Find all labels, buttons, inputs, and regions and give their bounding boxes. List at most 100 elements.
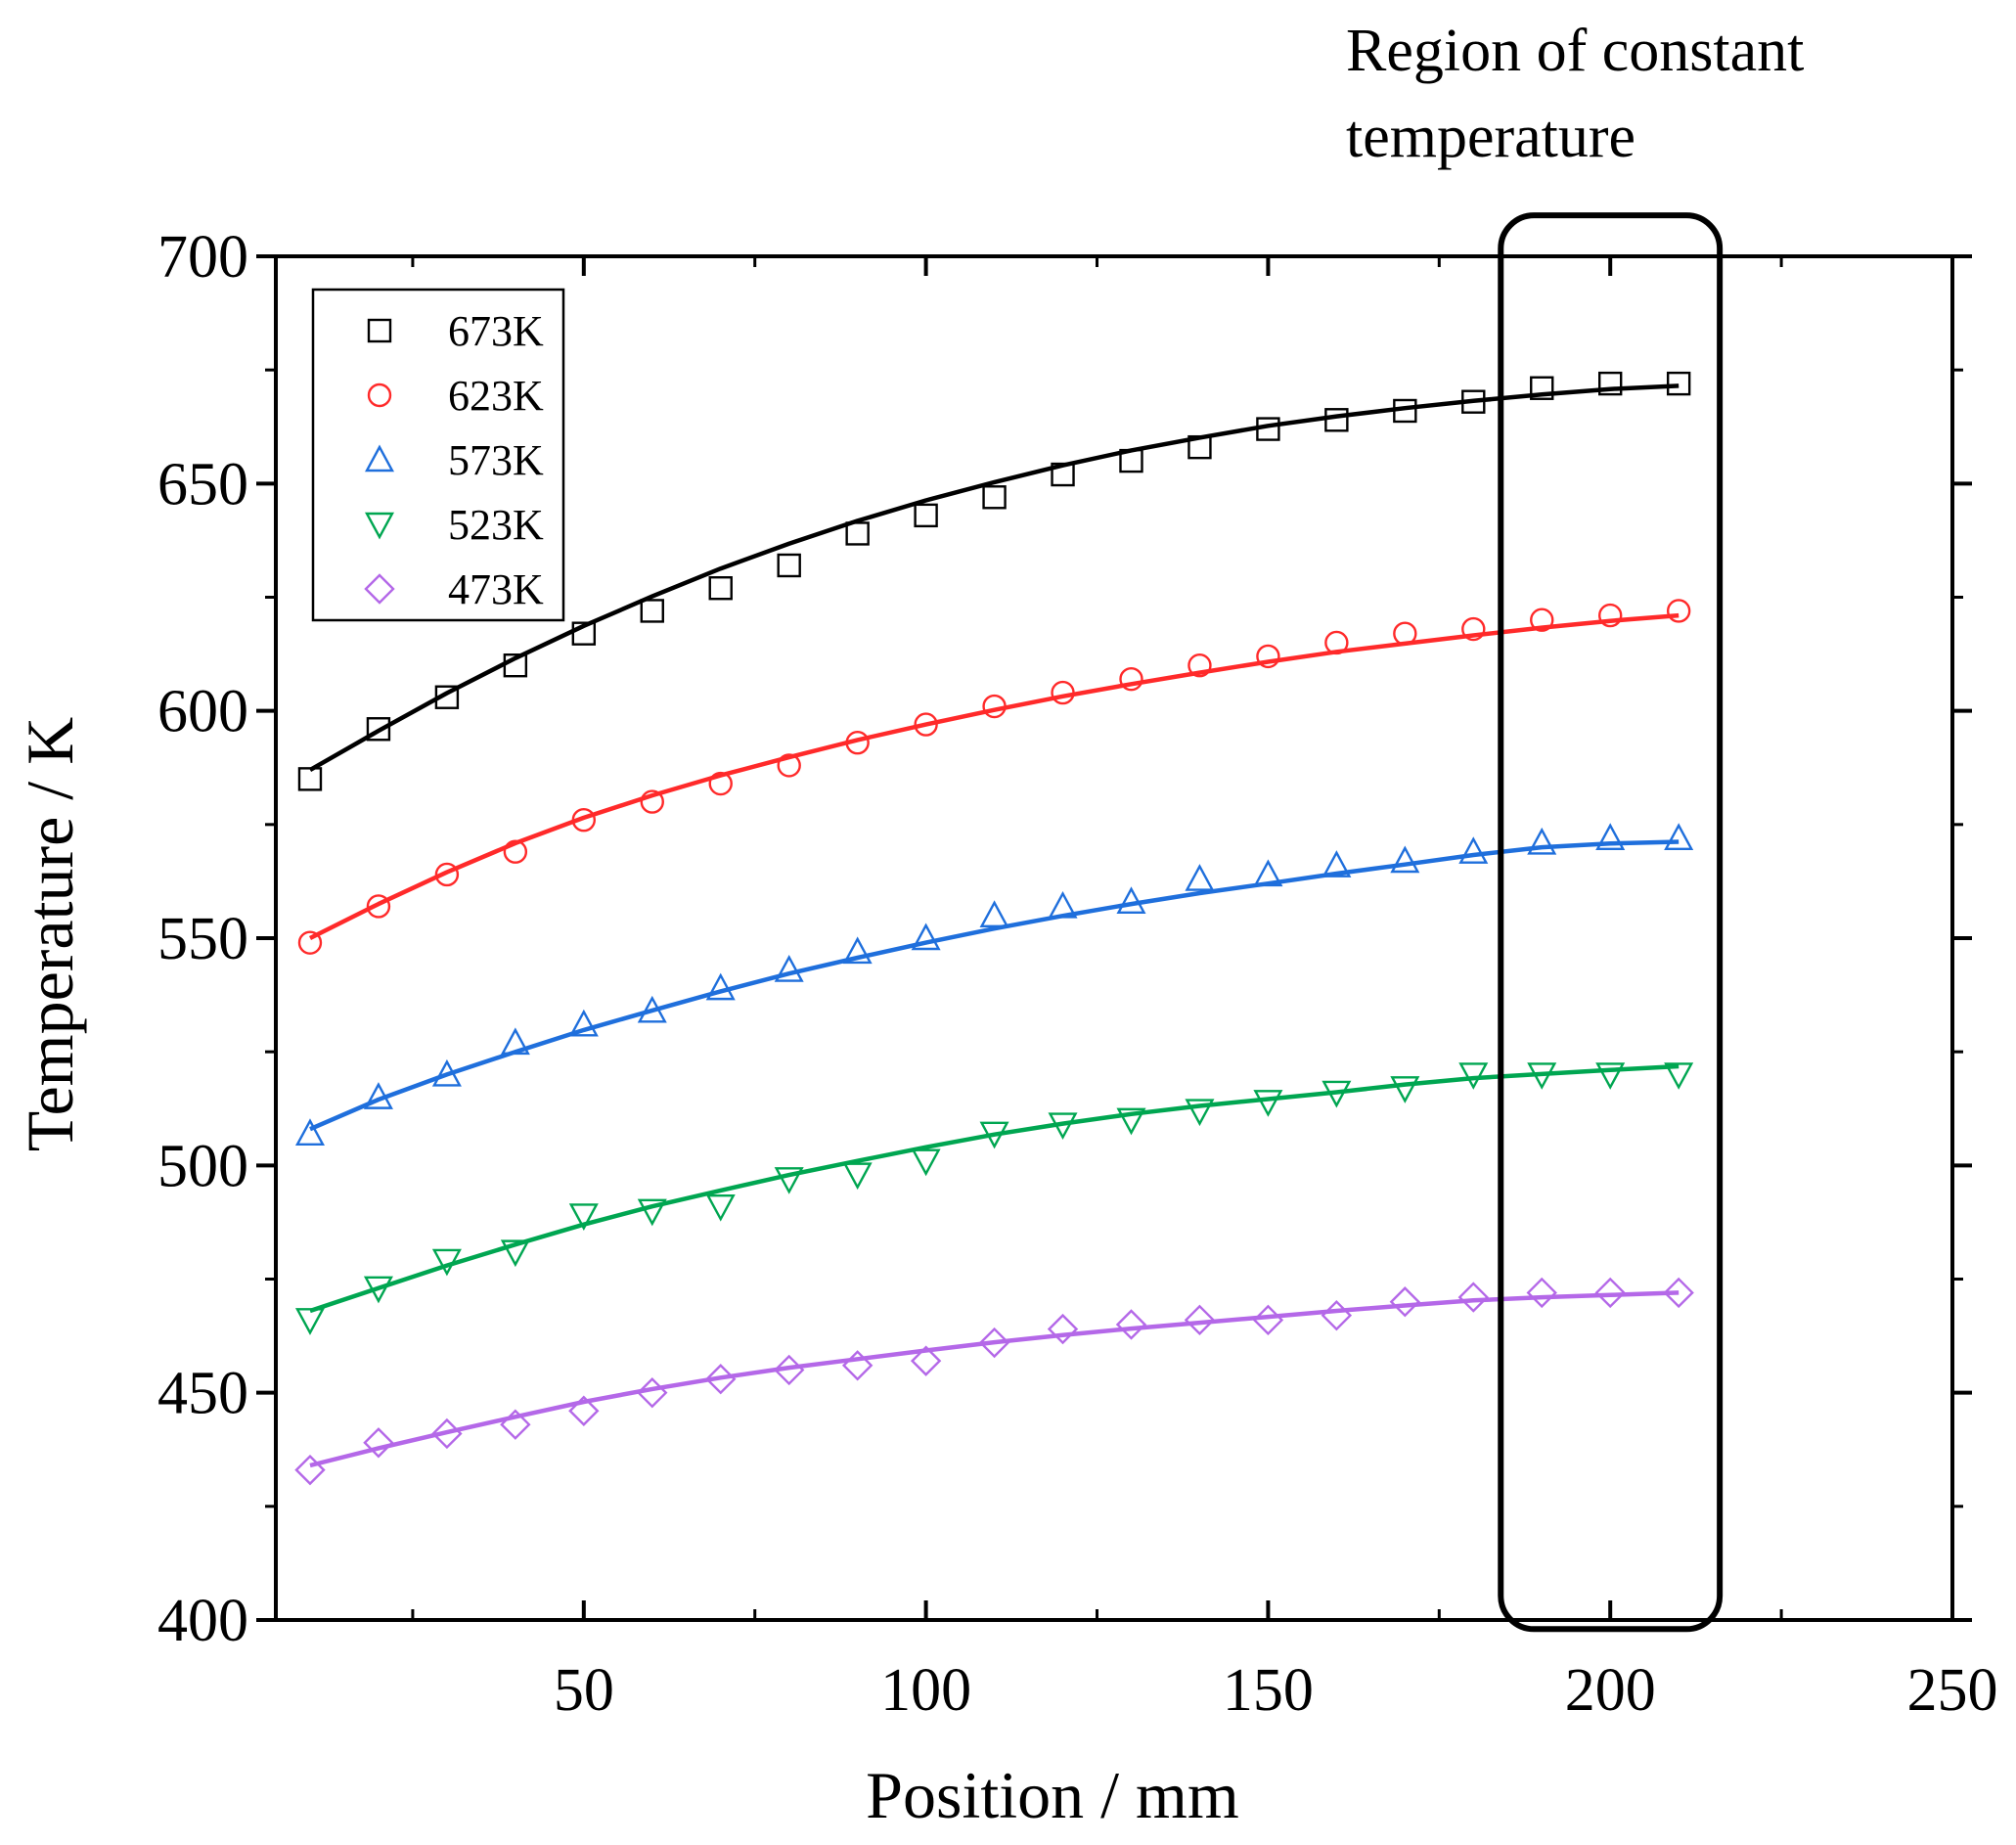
data-point-573k <box>842 936 873 965</box>
data-point-623k <box>777 753 801 778</box>
data-point-573k <box>1390 845 1420 874</box>
data-point-623k <box>1666 599 1691 623</box>
legend-label: 523K <box>448 501 544 549</box>
data-point-623k <box>1324 630 1349 655</box>
data-point-573k <box>1048 890 1078 919</box>
data-point-473k <box>1389 1286 1421 1318</box>
data-point-673k <box>777 553 801 578</box>
data-point-523k <box>363 1276 393 1304</box>
data-point-523k <box>1664 1062 1694 1090</box>
data-point-473k <box>363 1427 394 1459</box>
legend-marker <box>367 318 392 343</box>
data-point-473k <box>500 1409 531 1440</box>
data-point-673k <box>571 621 597 646</box>
data-point-573k <box>911 922 941 951</box>
data-point-473k <box>1663 1277 1694 1309</box>
x-axis-title: Position / mm <box>866 1758 1239 1832</box>
data-point-523k <box>979 1121 1009 1149</box>
y-tick-label: 400 <box>157 1588 248 1654</box>
x-tick-label: 100 <box>880 1657 971 1724</box>
data-point-473k <box>1115 1309 1147 1340</box>
fit-line-523k <box>309 1063 1680 1314</box>
data-point-523k <box>1185 1099 1215 1127</box>
data-point-673k <box>1461 389 1486 414</box>
fit-line-623k <box>308 612 1680 941</box>
data-point-523k <box>1116 1107 1146 1136</box>
data-point-673k <box>1256 417 1280 441</box>
data-point-623k <box>1598 603 1623 628</box>
data-point-673k <box>1598 371 1623 396</box>
data-point-623k <box>982 694 1007 719</box>
data-point-623k <box>1051 680 1075 705</box>
legend-label: 623K <box>448 372 544 420</box>
data-point-473k <box>1252 1304 1284 1336</box>
data-point-473k <box>910 1345 942 1376</box>
legend-marker <box>364 444 395 472</box>
data-point-673k <box>1324 408 1349 432</box>
data-point-573k <box>1458 836 1489 864</box>
data-point-623k <box>1119 666 1143 692</box>
data-point-623k <box>1461 616 1486 642</box>
data-point-523k <box>1048 1112 1078 1141</box>
data-point-673k <box>1530 376 1554 400</box>
y-tick-label: 700 <box>157 224 248 291</box>
data-point-473k <box>637 1376 668 1409</box>
data-point-623k <box>434 862 460 887</box>
data-point-573k <box>363 1082 393 1109</box>
y-tick-label: 500 <box>157 1133 248 1199</box>
data-point-573k <box>568 1009 599 1037</box>
data-point-573k <box>979 900 1009 927</box>
data-point-473k <box>773 1354 805 1386</box>
constant-temperature-annotation-line: Region of constant <box>1346 18 1804 84</box>
data-point-673k <box>982 485 1007 510</box>
data-point-473k <box>431 1418 463 1450</box>
data-point-523k <box>1595 1062 1626 1090</box>
data-point-523k <box>1390 1076 1420 1103</box>
data-point-573k <box>1527 827 1557 855</box>
data-point-673k <box>1051 462 1075 487</box>
data-point-573k <box>1185 864 1215 891</box>
data-point-673k <box>366 717 391 742</box>
y-tick-label: 550 <box>157 906 248 972</box>
data-point-523k <box>911 1148 941 1177</box>
data-point-573k <box>1595 823 1626 850</box>
legend-label: 473K <box>448 565 544 613</box>
data-point-673k <box>1393 398 1417 424</box>
constant-temperature-region-box <box>1498 212 1724 1633</box>
data-point-573k <box>500 1027 530 1056</box>
y-axis-title: Temperature / K <box>13 717 87 1152</box>
data-point-473k <box>841 1350 874 1381</box>
y-tick-label: 650 <box>157 451 248 518</box>
data-point-523k <box>1527 1062 1557 1090</box>
data-point-673k <box>1119 448 1143 473</box>
data-point-623k <box>708 771 733 796</box>
x-tick-label: 250 <box>1907 1657 1998 1724</box>
data-point-623k <box>1530 608 1554 632</box>
data-point-473k <box>568 1395 600 1426</box>
data-point-473k <box>978 1327 1010 1359</box>
data-point-673k <box>297 767 323 791</box>
data-point-473k <box>1047 1313 1079 1345</box>
data-point-623k <box>1187 653 1212 678</box>
y-tick-label: 450 <box>157 1361 248 1427</box>
x-tick-label: 50 <box>554 1657 614 1724</box>
data-point-673k <box>1666 371 1691 396</box>
data-point-473k <box>1184 1304 1216 1336</box>
data-point-673k <box>1187 434 1212 460</box>
fit-line-473k <box>309 1290 1680 1468</box>
legend-marker <box>367 382 392 408</box>
data-point-573k <box>1322 850 1352 878</box>
data-point-573k <box>637 995 667 1023</box>
y-tick-label: 600 <box>157 679 248 745</box>
data-point-673k <box>640 599 664 623</box>
data-point-623k <box>1256 644 1280 669</box>
data-point-623k <box>571 807 597 832</box>
data-point-623k <box>914 712 938 737</box>
data-point-623k <box>845 730 870 755</box>
data-point-523k <box>637 1198 667 1227</box>
legend-label: 673K <box>448 307 544 355</box>
fit-line-573k <box>309 839 1680 1132</box>
data-point-523k <box>705 1193 736 1222</box>
